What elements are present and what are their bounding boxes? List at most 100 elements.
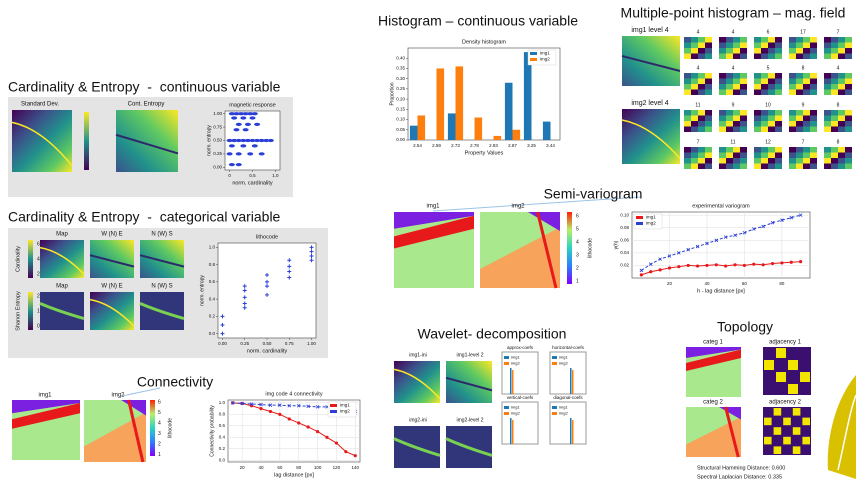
panel-label: N (W) S (151, 232, 172, 238)
y-tick-label: 0.0 (209, 331, 216, 336)
image-cell (768, 53, 775, 59)
image-cell (838, 158, 845, 164)
panel-label: diagonal-coefs (553, 395, 583, 400)
image-cell (831, 115, 838, 121)
point (251, 112, 258, 116)
panel-label: img1-ini (409, 352, 427, 358)
image-cell (803, 84, 810, 90)
image-cell (733, 158, 740, 164)
image-cell (810, 73, 817, 79)
image-cell (831, 126, 838, 132)
marker (240, 401, 244, 406)
point (263, 138, 270, 143)
y-tick-label: 0.6 (209, 279, 216, 284)
image-cell (719, 53, 726, 59)
image-cell (810, 126, 817, 132)
mini-bar (572, 370, 574, 394)
image-cell (824, 126, 831, 132)
image-streak (39, 246, 85, 275)
x-axis-label: h - lag distance [px] (697, 288, 745, 294)
marker (677, 251, 681, 255)
image-cell (792, 427, 801, 435)
image-cell (803, 37, 810, 43)
image-region (686, 347, 741, 358)
point (242, 305, 247, 310)
colorbar-tick: 6 (576, 213, 579, 219)
point (235, 152, 242, 156)
image-cell (789, 37, 796, 43)
marker (297, 421, 301, 425)
image-cell (698, 84, 705, 90)
pattern-count: 4 (837, 65, 840, 71)
image (446, 361, 492, 403)
image-region (121, 400, 146, 416)
marker (259, 402, 263, 407)
colorbar-label: lithocode (587, 238, 593, 258)
x-tick-label: 0.25 (240, 341, 249, 346)
x-tick-label: 0 (228, 173, 231, 178)
image-cell (726, 37, 733, 43)
pointer-line (432, 196, 641, 212)
image-cell (684, 163, 691, 169)
colorbar (28, 292, 33, 330)
point (249, 138, 256, 143)
point (247, 152, 254, 156)
point (220, 314, 225, 319)
mini-bar (512, 420, 514, 444)
image-cell (754, 126, 761, 132)
image-cell (691, 158, 698, 164)
image-cell (733, 78, 740, 84)
image-cell (775, 163, 782, 169)
image-cell (824, 84, 831, 90)
image-cell (773, 427, 782, 435)
image-cell (810, 53, 817, 59)
pattern-count: 9 (732, 102, 735, 108)
image-cell (810, 121, 817, 127)
image-cell (698, 37, 705, 43)
image-cell (831, 84, 838, 90)
image-cell (802, 417, 810, 426)
bar (504, 82, 513, 140)
image-cell (810, 48, 817, 54)
image-cell (824, 110, 831, 116)
pattern-count: 4 (697, 29, 700, 35)
marker (705, 241, 709, 246)
image-cell (796, 163, 803, 169)
marker (325, 435, 329, 439)
colorbar-tick: 5 (576, 226, 579, 232)
image-cell (845, 115, 852, 121)
pattern-count: 11 (695, 102, 700, 108)
panel-label: Cont. Entropy (128, 102, 165, 108)
image-cell (792, 408, 801, 416)
image-cell (764, 417, 772, 426)
colorbar (150, 400, 155, 456)
image-cell (831, 152, 838, 158)
image-streak (139, 254, 185, 268)
colorbar-tick: 2 (158, 441, 161, 447)
image-cell (810, 42, 817, 48)
chart-title: experimental variogram (692, 203, 750, 209)
image-cell (740, 73, 747, 79)
panel-label: img1 level 4 (631, 27, 668, 34)
image-cell (796, 89, 803, 95)
image-cell (824, 152, 831, 158)
image-cell (698, 152, 705, 158)
marker (705, 263, 709, 268)
y-tick-label: 0.00 (213, 165, 222, 170)
x-tick-label: 80 (779, 281, 785, 286)
marker (677, 265, 681, 269)
image-cell (789, 89, 796, 95)
image-cell (761, 37, 768, 43)
image-cell (726, 115, 733, 121)
x-tick-label: 60 (742, 281, 748, 286)
image-cell (803, 73, 810, 79)
image-cell (740, 37, 747, 43)
bar (455, 66, 464, 140)
image-cell (845, 37, 852, 43)
image-cell (719, 37, 726, 43)
image-streak (724, 406, 740, 458)
x-axis-label: lag distance [px] (274, 472, 314, 478)
image-cell (684, 110, 691, 116)
marker (306, 425, 310, 429)
image-cell (768, 110, 775, 116)
